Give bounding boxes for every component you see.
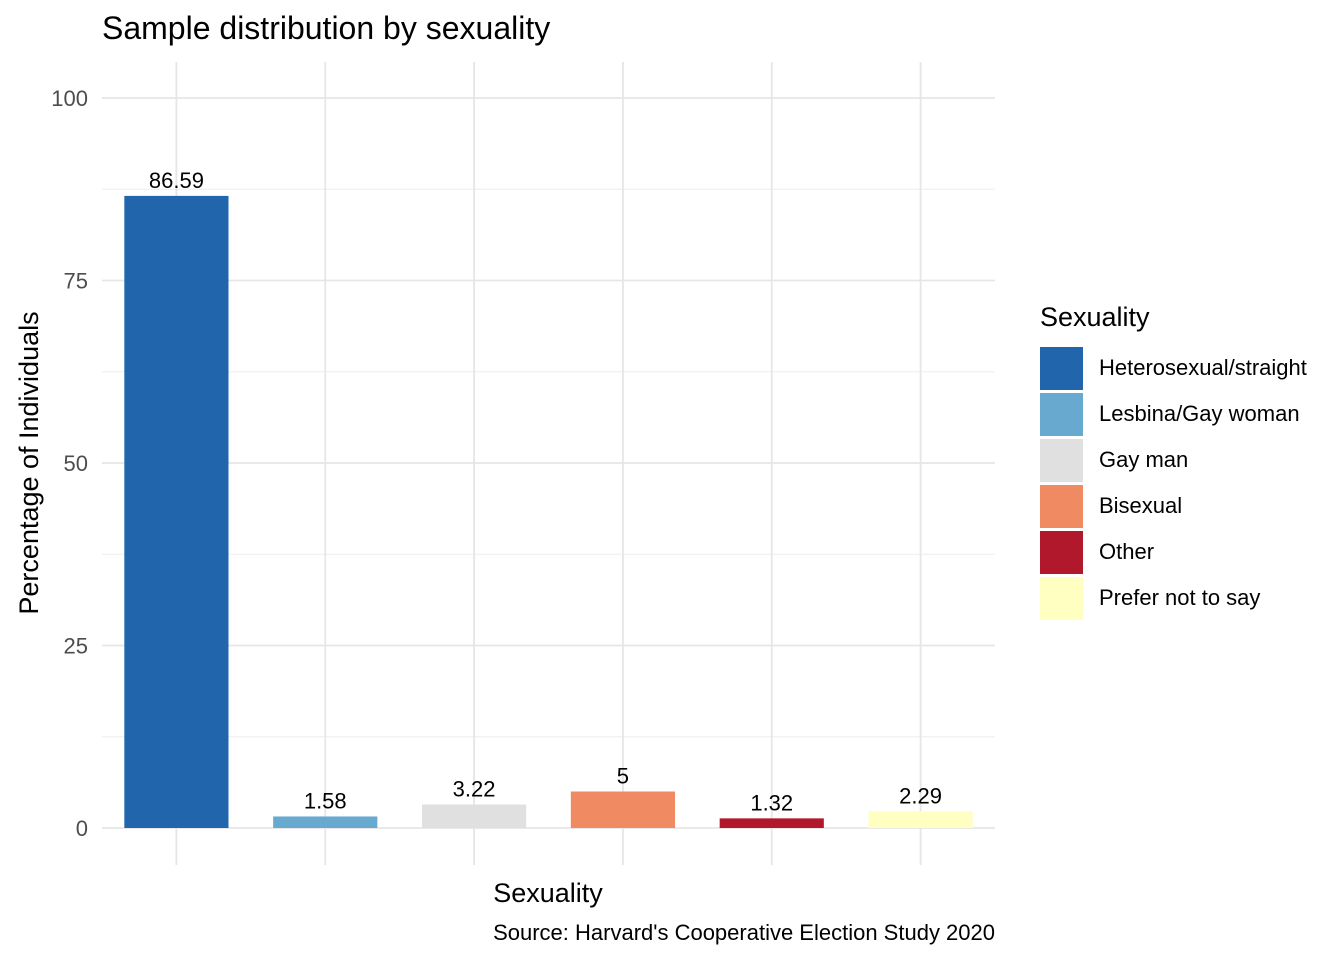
bar: [868, 811, 973, 828]
legend-swatch: [1040, 530, 1083, 574]
legend-label: Lesbina/Gay woman: [1099, 401, 1300, 426]
gridlines: [102, 62, 995, 865]
legend-item: Bisexual: [1040, 483, 1307, 529]
legend-swatch: [1040, 438, 1083, 482]
y-tick-label: 100: [51, 86, 88, 111]
legend-item: Other: [1040, 529, 1307, 575]
y-tick-label: 25: [64, 634, 88, 659]
legend-label: Heterosexual/straight: [1099, 355, 1307, 380]
legend-label: Other: [1099, 539, 1155, 564]
legend: Sexuality Heterosexual/straight Lesbina/G…: [1040, 302, 1307, 621]
bar: [124, 195, 229, 828]
bar-value-label: 1.58: [304, 788, 347, 813]
legend-item: Heterosexual/straight: [1040, 345, 1307, 391]
bar-value-label: 3.22: [453, 776, 496, 801]
bar: [273, 816, 378, 828]
legend-item: Prefer not to say: [1040, 575, 1307, 621]
y-axis-title: Percentage of Individuals: [14, 311, 44, 614]
legend-items: Heterosexual/straight Lesbina/Gay woman Ga…: [1040, 345, 1307, 621]
y-tick-label: 50: [64, 451, 88, 476]
legend-title: Sexuality: [1040, 302, 1150, 332]
y-tick-label: 0: [76, 816, 88, 841]
legend-item: Lesbina/Gay woman: [1040, 391, 1307, 437]
chart-caption: Source: Harvard's Cooperative Election S…: [493, 920, 995, 945]
legend-swatch: [1040, 576, 1083, 620]
bars: [124, 195, 973, 828]
legend-swatch: [1040, 346, 1083, 390]
legend-swatch: [1040, 392, 1083, 436]
bar-value-label: 1.32: [750, 790, 793, 815]
bar: [570, 791, 676, 828]
legend-label: Bisexual: [1099, 493, 1183, 518]
chart-title: Sample distribution by sexuality: [102, 10, 551, 46]
legend-label: Prefer not to say: [1099, 585, 1261, 610]
legend-label: Gay man: [1099, 447, 1189, 472]
bar-value-label: 5: [617, 764, 629, 789]
bar-value-label: 2.29: [899, 783, 942, 808]
y-axis-ticks: 0 25 50 75 100: [51, 86, 88, 841]
legend-swatch: [1040, 484, 1083, 528]
bar: [719, 818, 824, 828]
bar-value-labels: 86.59 1.58 3.22 5 1.32 2.29: [149, 168, 942, 815]
bar: [421, 804, 527, 828]
legend-item: Gay man: [1040, 437, 1307, 483]
bar-value-label: 86.59: [149, 168, 204, 193]
x-axis-title: Sexuality: [493, 878, 603, 908]
y-tick-label: 75: [64, 269, 88, 294]
